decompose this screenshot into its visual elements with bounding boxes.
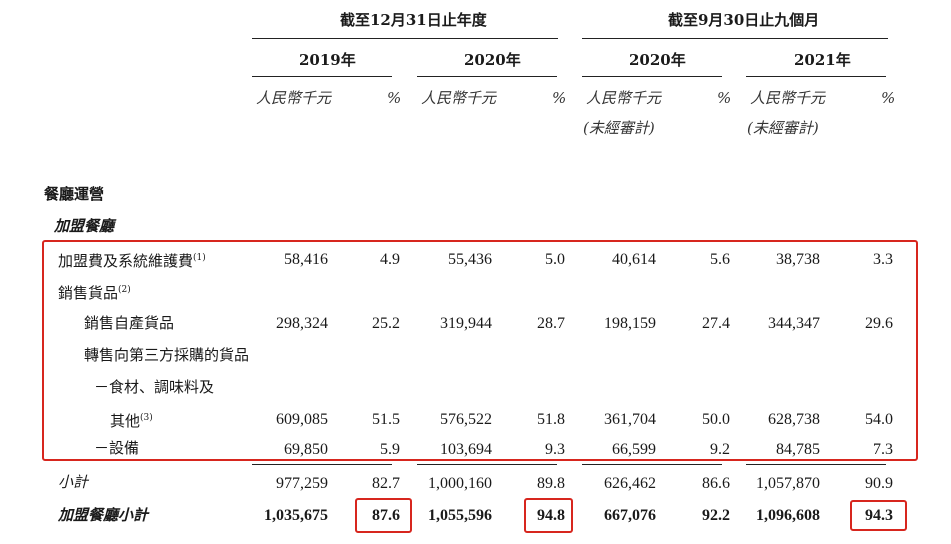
cell-percent: 50.0 [702, 411, 730, 428]
cell-percent: 25.2 [372, 315, 400, 332]
cell-percent: 54.0 [865, 411, 893, 428]
unit-rmb: 人民幣千元 [586, 89, 662, 107]
header-group-fiscal-year: 截至12月31日止年度 [340, 11, 487, 29]
cell-value: 1,057,870 [756, 475, 820, 492]
cell-value: 198,159 [604, 315, 656, 332]
cell-percent: 9.3 [545, 441, 565, 458]
highlight-box-detail [42, 240, 918, 461]
header-group-nine-months: 截至9月30日止九個月 [668, 11, 820, 29]
divider [252, 76, 392, 77]
unit-pct: % [552, 89, 567, 107]
divider [746, 464, 886, 465]
row-label: 加盟費及系統維護費(1) [58, 252, 206, 270]
cell-percent: 28.7 [537, 315, 565, 332]
subtotal-label: 小計 [58, 473, 89, 491]
divider [746, 76, 886, 77]
cell-percent: 4.9 [380, 251, 400, 268]
cell-value: 626,462 [604, 475, 656, 492]
cell-percent: 89.8 [537, 475, 565, 492]
cell-value: 38,738 [776, 251, 820, 268]
cell-value: 84,785 [776, 441, 820, 458]
divider [582, 76, 722, 77]
cell-value: 55,436 [448, 251, 492, 268]
cell-value: 576,522 [440, 411, 492, 428]
divider [252, 464, 392, 465]
cell-percent: 86.6 [702, 475, 730, 492]
section-subtitle: 加盟餐廳 [54, 217, 115, 235]
unit-pct: % [717, 89, 732, 107]
cell-value: 40,614 [612, 251, 656, 268]
total-label: 加盟餐廳小計 [58, 506, 149, 524]
cell-value: 58,416 [284, 251, 328, 268]
cell-value: 319,944 [440, 315, 492, 332]
unit-rmb: 人民幣千元 [421, 89, 497, 107]
cell-percent: 5.9 [380, 441, 400, 458]
highlight-box-percent-2020 [524, 498, 573, 533]
divider [417, 76, 557, 77]
highlight-box-percent-2019 [355, 498, 412, 533]
year-header-2021-9m: 2021年 [794, 51, 851, 69]
cell-value: 344,347 [768, 315, 820, 332]
cell-value: 977,259 [276, 475, 328, 492]
cell-percent: 29.6 [865, 315, 893, 332]
cell-value: 69,850 [284, 441, 328, 458]
unit-pct: % [881, 89, 896, 107]
cell-percent: 3.3 [873, 251, 893, 268]
cell-value: 103,694 [440, 441, 492, 458]
cell-percent: 94.3 [865, 507, 893, 524]
cell-value: 66,599 [612, 441, 656, 458]
unit-pct: % [387, 89, 402, 107]
cell-percent: 7.3 [873, 441, 893, 458]
cell-value: 1,096,608 [756, 507, 820, 524]
cell-value: 609,085 [276, 411, 328, 428]
cell-percent: 5.6 [710, 251, 730, 268]
highlight-box-percent-2021-9m [850, 500, 907, 531]
cell-percent: 9.2 [710, 441, 730, 458]
unit-unaudited: (未經審計) [747, 119, 819, 137]
divider [582, 38, 888, 39]
cell-percent: 92.2 [702, 507, 730, 524]
cell-percent: 27.4 [702, 315, 730, 332]
cell-percent: 87.6 [372, 507, 400, 524]
cell-percent: 5.0 [545, 251, 565, 268]
row-label: 銷售貨品(2) [58, 284, 131, 302]
cell-percent: 90.9 [865, 475, 893, 492]
divider [582, 464, 722, 465]
cell-percent: 82.7 [372, 475, 400, 492]
cell-value: 298,324 [276, 315, 328, 332]
cell-value: 1,000,160 [428, 475, 492, 492]
unit-unaudited: (未經審計) [583, 119, 655, 137]
row-label: 銷售自產貨品 [84, 314, 175, 332]
cell-percent: 51.5 [372, 411, 400, 428]
cell-value: 667,076 [604, 507, 656, 524]
cell-percent: 94.8 [537, 507, 565, 524]
cell-value: 361,704 [604, 411, 656, 428]
unit-rmb: 人民幣千元 [256, 89, 332, 107]
section-title: 餐廳運營 [44, 185, 105, 203]
cell-value: 628,738 [768, 411, 820, 428]
row-label: －設備 [94, 439, 140, 457]
cell-value: 1,055,596 [428, 507, 492, 524]
row-label: －食材、調味料及 [94, 378, 215, 396]
row-label: 轉售向第三方採購的貨品 [84, 346, 250, 364]
year-header-2020: 2020年 [464, 51, 521, 69]
year-header-2020-9m: 2020年 [629, 51, 686, 69]
divider [417, 464, 557, 465]
row-label: 其他(3) [110, 412, 153, 430]
divider [252, 38, 558, 39]
year-header-2019: 2019年 [299, 51, 356, 69]
cell-value: 1,035,675 [264, 507, 328, 524]
unit-rmb: 人民幣千元 [750, 89, 826, 107]
cell-percent: 51.8 [537, 411, 565, 428]
